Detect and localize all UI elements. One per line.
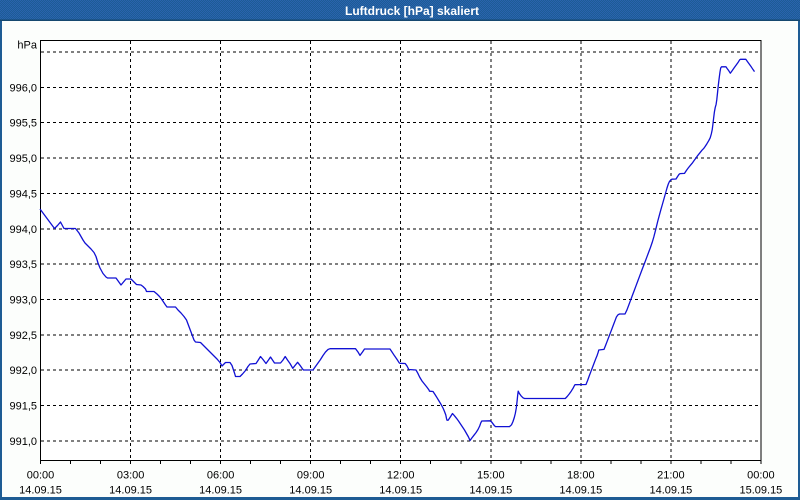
svg-text:09:00: 09:00 <box>297 470 325 482</box>
svg-text:12:00: 12:00 <box>387 470 415 482</box>
svg-text:03:00: 03:00 <box>117 470 145 482</box>
svg-text:Luftdruck [hPa] skaliert: Luftdruck [hPa] skaliert <box>345 4 479 18</box>
svg-text:996,0: 996,0 <box>9 82 37 94</box>
svg-text:hPa: hPa <box>17 40 37 52</box>
svg-text:991,5: 991,5 <box>9 401 37 413</box>
svg-text:15.09.15: 15.09.15 <box>739 485 782 497</box>
svg-text:995,5: 995,5 <box>9 118 37 130</box>
svg-text:18:00: 18:00 <box>567 470 595 482</box>
svg-text:00:00: 00:00 <box>27 470 55 482</box>
svg-text:14.09.15: 14.09.15 <box>19 485 62 497</box>
svg-text:21:00: 21:00 <box>657 470 685 482</box>
svg-text:14.09.15: 14.09.15 <box>199 485 242 497</box>
svg-text:994,0: 994,0 <box>9 224 37 236</box>
svg-text:991,0: 991,0 <box>9 436 37 448</box>
svg-text:993,0: 993,0 <box>9 295 37 307</box>
svg-text:14.09.15: 14.09.15 <box>289 485 332 497</box>
svg-text:14.09.15: 14.09.15 <box>559 485 602 497</box>
svg-text:00:00: 00:00 <box>747 470 775 482</box>
svg-text:994,5: 994,5 <box>9 188 37 200</box>
svg-text:992,5: 992,5 <box>9 330 37 342</box>
svg-text:992,0: 992,0 <box>9 365 37 377</box>
svg-text:14.09.15: 14.09.15 <box>649 485 692 497</box>
svg-text:993,5: 993,5 <box>9 259 37 271</box>
svg-text:14.09.15: 14.09.15 <box>469 485 512 497</box>
svg-text:06:00: 06:00 <box>207 470 235 482</box>
svg-text:14.09.15: 14.09.15 <box>379 485 422 497</box>
svg-text:15:00: 15:00 <box>477 470 505 482</box>
svg-text:14.09.15: 14.09.15 <box>109 485 152 497</box>
svg-text:995,0: 995,0 <box>9 153 37 165</box>
